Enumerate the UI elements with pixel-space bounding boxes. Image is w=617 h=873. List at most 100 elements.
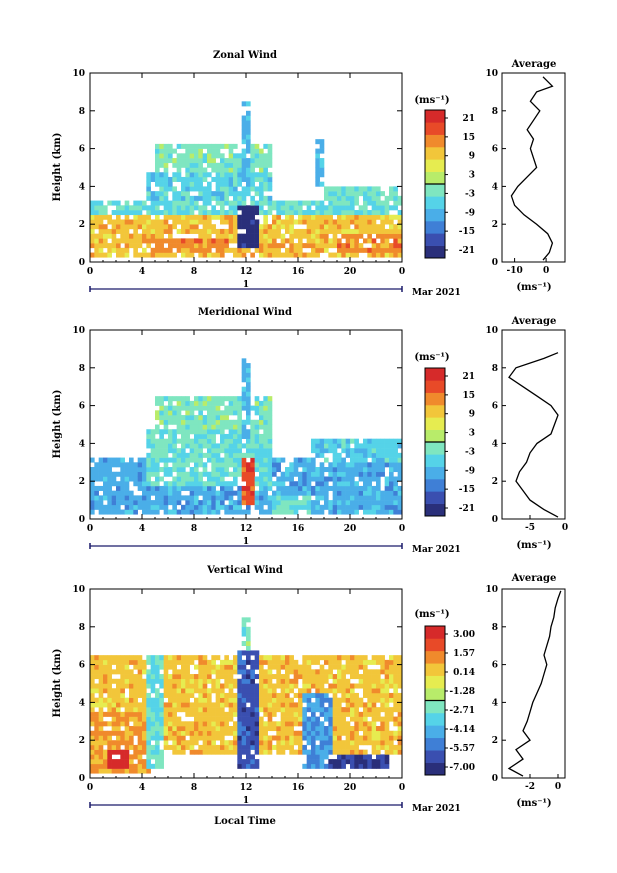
heatmap-cell [380, 500, 385, 506]
heatmap-cell [341, 707, 346, 713]
heatmap-cell [137, 669, 143, 675]
heatmap-cell [358, 448, 364, 454]
heatmap-cell [90, 655, 95, 661]
heatmap-cell [202, 692, 208, 698]
heatmap-cell [259, 162, 264, 168]
heatmap-cell [163, 659, 169, 665]
heatmap-cell [185, 396, 190, 402]
heatmap-cell [363, 674, 368, 680]
heatmap-cell [228, 448, 234, 454]
heatmap-cell [345, 452, 351, 458]
heatmap-cell [124, 214, 130, 220]
heatmap-cell [120, 509, 125, 515]
heatmap-cell [137, 735, 143, 741]
heatmap-cell [263, 678, 268, 684]
heatmap-cell [211, 481, 216, 487]
heatmap-cell [259, 233, 264, 239]
heatmap-cell [254, 148, 260, 154]
heatmap-cell [215, 210, 221, 216]
heatmap-cell [367, 669, 372, 675]
heatmap-cell [107, 481, 112, 487]
heatmap-cell [250, 650, 255, 656]
heatmap-cell [259, 167, 264, 173]
heatmap-cell [280, 471, 286, 477]
heatmap-cell [107, 721, 112, 727]
heatmap-cell [189, 162, 195, 168]
heatmap-cell [150, 726, 156, 732]
heatmap-cell [328, 200, 333, 206]
heatmap-cell [111, 740, 117, 746]
heatmap-cell [172, 415, 177, 421]
heatmap-cell [103, 495, 108, 501]
heatmap-cell [237, 205, 242, 211]
heatmap-cell [202, 200, 208, 206]
heatmap-cell [215, 186, 221, 192]
heatmap-cell [215, 247, 221, 253]
heatmap-cell [194, 495, 199, 501]
heatmap-cell [389, 490, 394, 496]
heatmap-cell [150, 664, 156, 670]
heatmap-cell [124, 219, 130, 225]
heatmap-cell [220, 716, 225, 722]
heatmap-cell [371, 659, 377, 665]
heatmap-cell [194, 740, 199, 746]
heatmap-cell [315, 228, 320, 234]
heatmap-cell [211, 214, 216, 220]
colorbar-segment [425, 134, 445, 148]
heatmap-cell [311, 702, 316, 708]
y-tick-label: 8 [79, 107, 85, 117]
heatmap-cell [263, 238, 268, 244]
heatmap-cell [311, 726, 316, 732]
heatmap-cell [319, 167, 325, 173]
heatmap-cell [233, 247, 238, 253]
heatmap-cell [246, 692, 251, 698]
heatmap-cell [215, 410, 221, 416]
heatmap-cell [324, 500, 329, 506]
heatmap-cell [371, 485, 377, 491]
heatmap-cell [168, 200, 173, 206]
heatmap-cell [211, 688, 216, 694]
heatmap-cell [393, 243, 398, 249]
heatmap-cell [389, 205, 394, 211]
colorbar-tick-label: -4.14 [449, 725, 475, 735]
heatmap-cell [215, 490, 221, 496]
heatmap-cell [185, 476, 190, 482]
heatmap-cell [350, 702, 355, 708]
heatmap-cell [289, 467, 294, 473]
time-bar: 1 [89, 537, 403, 549]
heatmap-cell [237, 490, 242, 496]
heatmap-cell [220, 443, 225, 449]
heatmap-cell [246, 386, 251, 392]
heatmap-cell [94, 749, 99, 755]
heatmap-cell [150, 210, 156, 216]
heatmap-cell [98, 214, 104, 220]
heatmap-cell [146, 191, 151, 197]
heatmap-cell [228, 162, 234, 168]
heatmap-cell [345, 485, 351, 491]
heatmap-cell [367, 233, 372, 239]
heatmap-cell [324, 443, 329, 449]
heatmap-cell [293, 664, 299, 670]
heatmap-cell [185, 167, 190, 173]
heatmap-cell [246, 363, 251, 369]
heatmap-cell [215, 167, 221, 173]
heatmap-cell [176, 730, 182, 736]
heatmap-cell [163, 429, 169, 435]
heatmap-cell [345, 214, 351, 220]
heatmap-cell [306, 252, 312, 258]
heatmap-cell [202, 224, 208, 230]
heatmap-cell [311, 683, 316, 689]
colorbar-tick-label: -21 [459, 246, 475, 256]
heatmap-cell [363, 205, 368, 211]
heatmap-cell [176, 243, 182, 249]
heatmap-cell [250, 162, 255, 168]
heatmap-cell [202, 500, 208, 506]
heatmap-cell [90, 252, 95, 258]
heatmap-cell [315, 669, 320, 675]
heatmap-cell [202, 707, 208, 713]
heatmap-cell [397, 749, 403, 755]
heatmap-cell [302, 219, 307, 225]
heatmap-cell [246, 214, 251, 220]
heatmap-cell [267, 243, 273, 249]
colorbar-tick-label: -9 [465, 466, 475, 476]
